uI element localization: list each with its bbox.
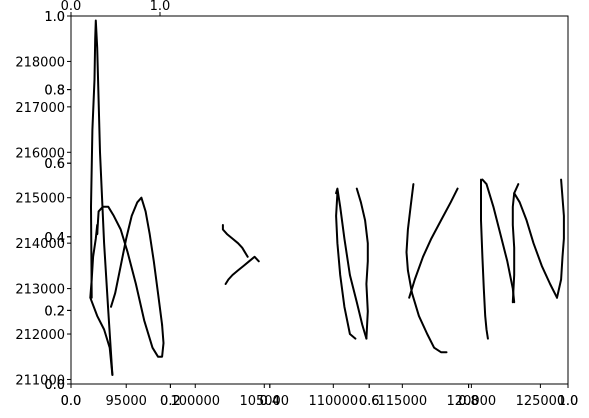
y-tick-label: 1.0	[44, 10, 65, 25]
axes-frame	[70, 15, 569, 385]
y-tick-label: 0.4	[44, 231, 65, 246]
x-tick-label: 0.4	[259, 394, 280, 409]
x-tick-label: 120000	[447, 394, 497, 409]
series-line-16	[556, 178, 565, 299]
series-line-5	[221, 224, 249, 258]
series-layer	[89, 19, 565, 376]
x-tick-label: 0.2	[160, 394, 181, 409]
y-tick-label: 0.0	[44, 378, 65, 393]
x-tick-label: 105000	[239, 394, 289, 409]
y-tick-label: 217000	[15, 101, 65, 116]
series-line-10	[405, 183, 448, 354]
series-line-15	[513, 192, 558, 299]
x-tick-label: 1.0	[558, 394, 579, 409]
x-tick-label: 1.0	[558, 394, 579, 409]
x-tick-label: 1.0	[150, 0, 171, 14]
series-line-8	[335, 187, 368, 340]
x-tick-label: 0.2	[160, 394, 181, 409]
x-tick-label: 95000	[106, 394, 147, 409]
series-line-9	[355, 187, 369, 340]
axis-layer: 95000 100000 105000 110000 115000 120000 12500…	[15, 0, 578, 409]
axes-overlay-b: 0.0 0.2 0.4 0.6 0.8 1.0 0.0 0.2 0.4 0.6 0.8 1.0	[44, 10, 578, 409]
series-line-1	[90, 19, 114, 376]
series-line-11	[408, 187, 459, 299]
y-tick-label: 214000	[15, 237, 65, 252]
series-line-12	[480, 178, 489, 340]
series-line-6	[224, 255, 260, 285]
y-tick-label: 0.8	[44, 84, 65, 99]
y-tick-label: 218000	[15, 55, 65, 70]
y-tick-label: 213000	[15, 283, 65, 298]
x-tick-label: 0.8	[458, 394, 479, 409]
y-tick-label: 0.6	[44, 157, 65, 172]
x-tick-label: 0.6	[359, 394, 380, 409]
series-line-7	[335, 192, 357, 340]
x-tick-label: 0.0	[61, 0, 82, 14]
axes-data: 95000 100000 105000 110000 115000 120000 12500…	[15, 15, 569, 409]
y-tick-label: 0.8	[44, 84, 65, 99]
series-line-3	[96, 205, 165, 358]
y-tick-label: 215000	[15, 192, 65, 207]
x-tick-label: 0.6	[359, 394, 380, 409]
series-line-4	[110, 196, 164, 326]
y-tick-label: 212000	[15, 328, 65, 343]
y-tick-label: 0.2	[44, 304, 65, 319]
y-tick-label: 216000	[15, 146, 65, 161]
y-tick-label: 211000	[15, 373, 65, 388]
x-tick-label: 0.0	[61, 394, 82, 409]
x-tick-label: 0.0	[61, 394, 82, 409]
y-tick-label: 0.2	[44, 304, 65, 319]
x-tick-label: 110000	[308, 394, 358, 409]
x-tick-label: 115000	[378, 394, 428, 409]
x-tick-label: 0.4	[259, 394, 280, 409]
x-tick-label: 125000	[516, 394, 566, 409]
y-tick-label: 1.0	[44, 10, 65, 25]
axes-inset: 0.0 1.0	[61, 0, 171, 17]
y-tick-label: 0.0	[44, 378, 65, 393]
x-tick-label: 0.8	[458, 394, 479, 409]
y-tick-label: 0.6	[44, 157, 65, 172]
y-tick-label: 0.4	[44, 231, 65, 246]
axes-overlay-a: 0.0 0.2 0.4 0.6 0.8 1.0 0.0 0.2 0.4 0.6 0.8 1.0	[44, 10, 578, 409]
x-tick-label: 100000	[170, 394, 220, 409]
